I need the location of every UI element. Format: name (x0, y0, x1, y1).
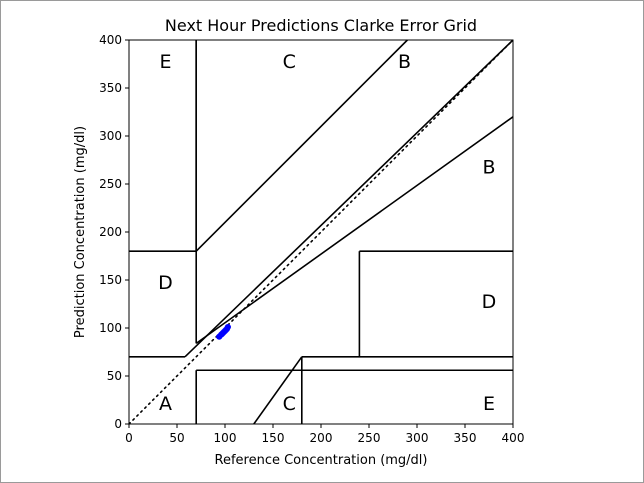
x-tick-label: 400 (502, 431, 525, 445)
zone-label-e: E (483, 393, 495, 415)
zone-label-c: C (283, 393, 296, 415)
y-tick-label: 50 (107, 369, 122, 383)
chart-title: Next Hour Predictions Clarke Error Grid (165, 16, 477, 35)
y-tick-label: 200 (99, 225, 122, 239)
y-tick-label: 150 (99, 273, 122, 287)
y-tick-label: 0 (114, 417, 122, 431)
zone-label-c: C (283, 51, 296, 73)
zone-label-b: B (482, 157, 495, 179)
zone-label-b: B (398, 51, 411, 73)
y-tick-label: 250 (99, 177, 122, 191)
x-axis-label: Reference Concentration (mg/dl) (215, 453, 428, 468)
zone-label-d: D (482, 291, 497, 313)
y-axis-label: Prediction Concentration (mg/dl) (73, 126, 88, 338)
zone-label-d: D (158, 272, 173, 294)
identity-diagonal (128, 39, 514, 425)
zone-boundary-line (195, 39, 408, 252)
x-tick-label: 300 (406, 431, 429, 445)
y-tick-label: 350 (99, 81, 122, 95)
data-point (224, 323, 231, 331)
zone-label-e: E (159, 51, 171, 73)
zone-boundary-line (253, 356, 303, 425)
x-tick-label: 350 (454, 431, 477, 445)
zone-boundary-line (195, 116, 514, 345)
zone-label-a: A (159, 393, 172, 415)
x-tick-label: 0 (125, 431, 133, 445)
y-tick-label: 400 (99, 33, 122, 47)
y-tick-label: 100 (99, 321, 122, 335)
x-tick-label: 150 (262, 431, 285, 445)
x-tick-label: 250 (358, 431, 381, 445)
y-tick-label: 300 (99, 129, 122, 143)
x-tick-label: 200 (310, 431, 333, 445)
zone-boundary-line (184, 39, 514, 358)
x-tick-label: 100 (214, 431, 237, 445)
x-tick-label: 50 (169, 431, 184, 445)
